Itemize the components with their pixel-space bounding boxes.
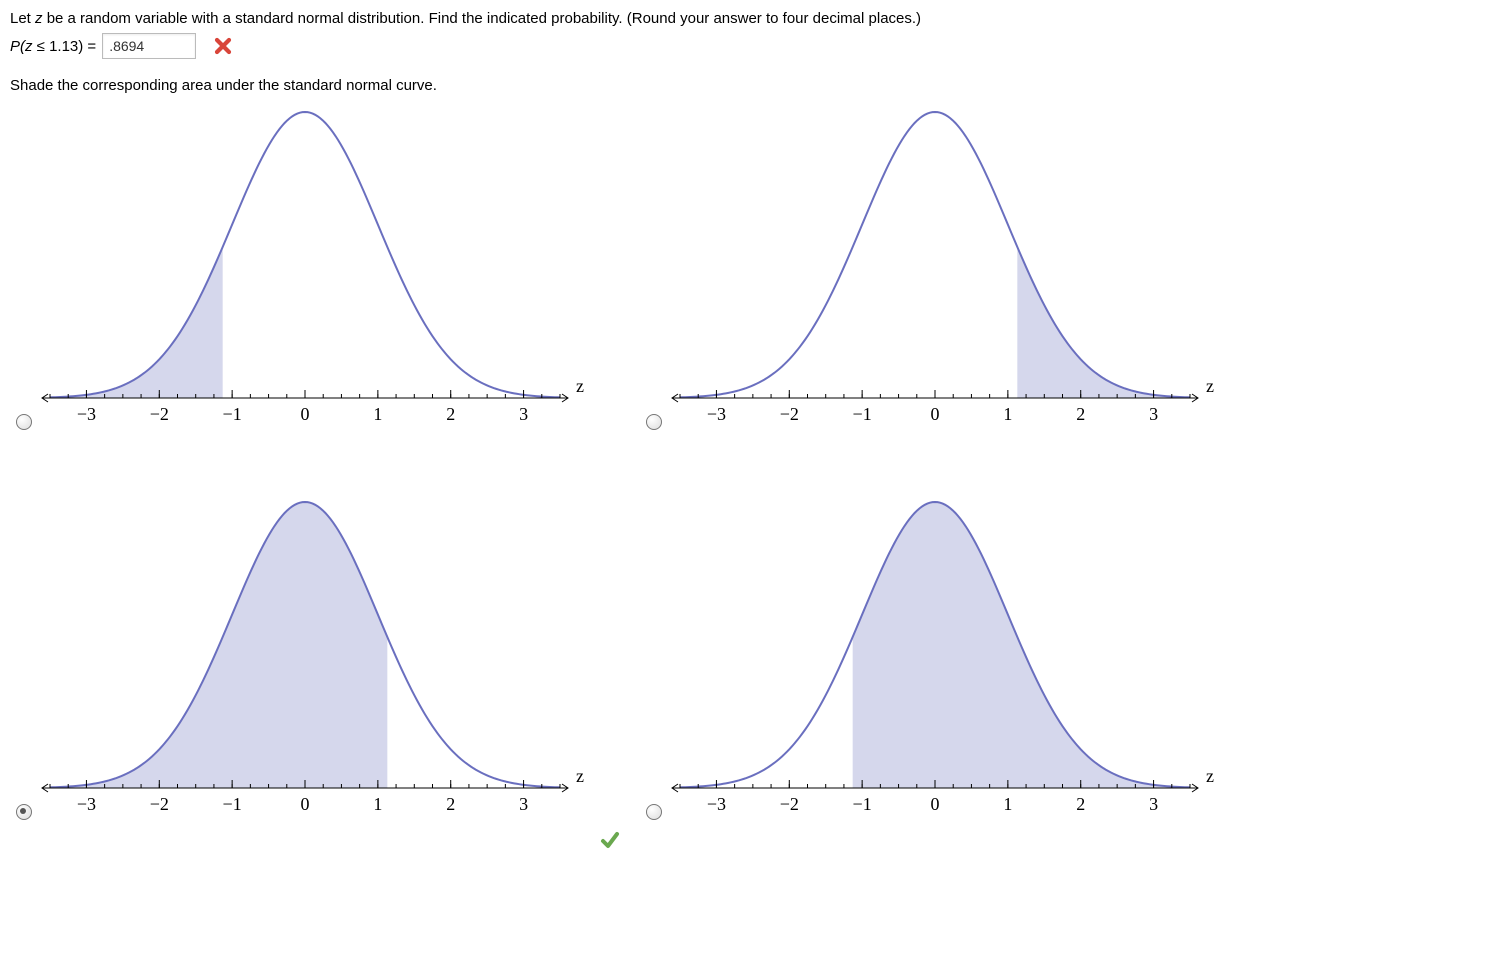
x-tick-label: 1 (373, 794, 382, 814)
x-tick-label: −1 (223, 794, 242, 814)
x-tick-label: −2 (780, 794, 799, 814)
x-tick-label: 0 (301, 794, 310, 814)
x-tick-label: 0 (931, 404, 940, 424)
normal-curve-chart: z −3 −2 −1 0 1 2 3 (640, 488, 1220, 848)
axis-label-z: z (1206, 376, 1214, 396)
x-tick-label: 0 (931, 794, 940, 814)
x-tick-label: 3 (1149, 404, 1158, 424)
axis-label-z: z (1206, 766, 1214, 786)
chart-radio[interactable] (646, 414, 662, 430)
shade-instruction: Shade the corresponding area under the s… (10, 77, 1476, 94)
shaded-region (50, 247, 223, 398)
x-tick-label: −2 (150, 404, 169, 424)
correct-indicator (600, 830, 620, 854)
wrong-icon (214, 37, 232, 55)
prob-prefix-a: P( (10, 38, 25, 55)
normal-curve (50, 112, 560, 397)
chart-option[interactable]: z −3 −2 −1 0 1 2 3 (640, 98, 1220, 458)
normal-curve-chart: z −3 −2 −1 0 1 2 3 (640, 98, 1220, 458)
prob-var-z: z (25, 38, 33, 55)
x-tick-label: −2 (780, 404, 799, 424)
x-tick-label: 1 (1003, 794, 1012, 814)
q-var-z: z (35, 10, 43, 27)
x-tick-label: −3 (707, 794, 726, 814)
shaded-region (1017, 247, 1190, 398)
x-tick-label: −1 (853, 404, 872, 424)
x-tick-label: 2 (1076, 404, 1085, 424)
normal-curve-chart: z −3 −2 −1 0 1 2 3 (10, 98, 590, 458)
x-tick-label: 1 (1003, 404, 1012, 424)
x-tick-label: 3 (1149, 794, 1158, 814)
x-tick-label: 3 (519, 794, 528, 814)
chart-option[interactable]: z −3 −2 −1 0 1 2 3 (640, 488, 1220, 848)
normal-curve (680, 112, 1190, 397)
chart-radio-holder (16, 804, 32, 824)
chart-options-grid: z −3 −2 −1 0 1 2 3 z −3 −2 −1 0 1 2 3 z −3 −2 −1 0 1 2 3 z… (10, 98, 1476, 848)
chart-radio-holder (16, 414, 32, 434)
check-icon (600, 830, 620, 850)
chart-option[interactable]: z −3 −2 −1 0 1 2 3 (10, 98, 590, 458)
axis-label-z: z (576, 376, 584, 396)
x-tick-label: 1 (373, 404, 382, 424)
x-tick-label: −1 (853, 794, 872, 814)
normal-curve-chart: z −3 −2 −1 0 1 2 3 (10, 488, 590, 848)
x-tick-label: −3 (77, 794, 96, 814)
x-tick-label: 2 (1076, 794, 1085, 814)
q-text-b: be a random variable with a standard nor… (43, 10, 922, 27)
prob-expression: P(z ≤ 1.13) = (10, 38, 96, 55)
chart-radio-holder (646, 414, 662, 434)
x-tick-label: −3 (707, 404, 726, 424)
prob-prefix-b: ≤ 1.13) = (33, 38, 97, 55)
axis-label-z: z (576, 766, 584, 786)
chart-radio[interactable] (16, 414, 32, 430)
answer-input[interactable] (102, 33, 196, 59)
question-text: Let z be a random variable with a standa… (10, 10, 1476, 27)
x-tick-label: −2 (150, 794, 169, 814)
x-tick-label: 0 (301, 404, 310, 424)
x-tick-label: −3 (77, 404, 96, 424)
chart-row: z −3 −2 −1 0 1 2 3 z −3 −2 −1 0 1 2 3 (10, 98, 1476, 458)
x-tick-label: 3 (519, 404, 528, 424)
chart-radio[interactable] (16, 804, 32, 820)
q-text-a: Let (10, 10, 35, 27)
chart-row: z −3 −2 −1 0 1 2 3 z −3 −2 −1 0 1 2 3 (10, 488, 1476, 848)
chart-radio[interactable] (646, 804, 662, 820)
x-tick-label: −1 (223, 404, 242, 424)
x-tick-label: 2 (446, 404, 455, 424)
chart-option[interactable]: z −3 −2 −1 0 1 2 3 (10, 488, 590, 848)
x-tick-label: 2 (446, 794, 455, 814)
probability-row: P(z ≤ 1.13) = (10, 33, 1476, 59)
chart-radio-holder (646, 804, 662, 824)
